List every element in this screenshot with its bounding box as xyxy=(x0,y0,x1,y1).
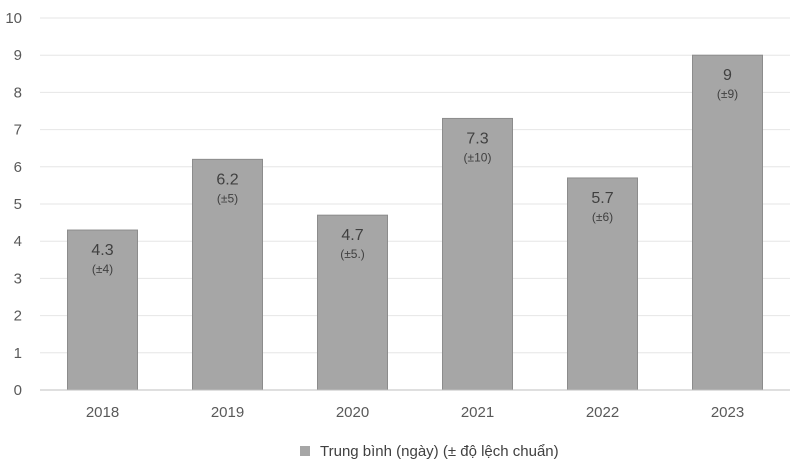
y-tick-label: 8 xyxy=(14,84,22,101)
x-axis-ticks: 2018 2019 2020 2021 2022 2023 xyxy=(86,404,744,421)
legend-swatch xyxy=(300,446,310,456)
bar xyxy=(442,117,513,391)
bar-sd-label: (±5.) xyxy=(340,247,365,261)
bar-sd-label: (±10) xyxy=(464,150,492,164)
x-tick-label: 2018 xyxy=(86,404,119,421)
x-tick-label: 2019 xyxy=(211,404,244,421)
y-tick-label: 0 xyxy=(14,382,22,399)
y-tick-label: 3 xyxy=(14,270,22,287)
y-tick-label: 6 xyxy=(14,159,22,176)
bar-value-label: 9 xyxy=(723,67,732,84)
bar-sd-label: (±9) xyxy=(717,87,738,101)
y-tick-label: 1 xyxy=(14,345,22,362)
y-tick-label: 2 xyxy=(14,308,22,325)
x-tick-label: 2020 xyxy=(336,404,369,421)
bar-value-label: 4.3 xyxy=(91,242,113,259)
bar-sd-label: (±5) xyxy=(217,191,238,205)
bar xyxy=(692,54,763,391)
x-tick-label: 2022 xyxy=(586,404,619,421)
y-tick-label: 7 xyxy=(14,122,22,139)
bar-value-label: 5.7 xyxy=(591,190,613,207)
y-tick-label: 5 xyxy=(14,196,22,213)
bar-value-label: 4.7 xyxy=(341,227,363,244)
legend-label: Trung bình (ngày) (± độ lệch chuẩn) xyxy=(320,443,559,460)
bar xyxy=(67,229,138,391)
y-tick-label: 10 xyxy=(5,10,22,27)
x-tick-label: 2021 xyxy=(461,404,494,421)
y-axis-ticks: 0 1 2 3 4 5 6 7 8 9 10 xyxy=(5,10,22,399)
bars: 4.3 (±4) 6.2 (±5) 4.7 (±5.) 7.3 (±10) 5.7 (±6) 9 (±… xyxy=(67,54,763,391)
gridlines xyxy=(40,17,790,354)
bar xyxy=(567,177,638,391)
y-tick-label: 4 xyxy=(14,233,22,250)
bar-value-label: 6.2 xyxy=(216,171,238,188)
x-tick-label: 2023 xyxy=(711,404,744,421)
bar-value-label: 7.3 xyxy=(466,130,488,147)
bar xyxy=(192,158,263,391)
bar-sd-label: (±6) xyxy=(592,210,613,224)
legend: Trung bình (ngày) (± độ lệch chuẩn) xyxy=(300,443,559,460)
y-tick-label: 9 xyxy=(14,47,22,64)
bar-sd-label: (±4) xyxy=(92,262,113,276)
